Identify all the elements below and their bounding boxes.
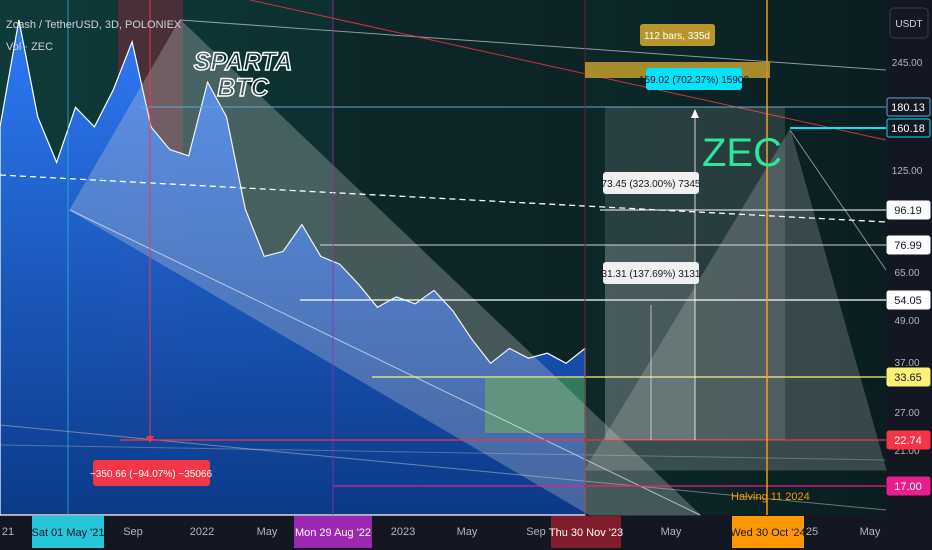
symbol-title: Zcash / TetherUSD, 3D, POLONIEX	[6, 19, 182, 31]
time-badge-text: Sat 01 May '21	[31, 527, 104, 539]
range-low-label: 31.31 (137.69%) 3131	[602, 262, 701, 284]
price-badge-text: 17.00	[894, 481, 922, 493]
dashed-trendline	[0, 174, 887, 223]
channel-lower-line	[69, 209, 701, 516]
range-arrowhead-top	[691, 109, 699, 118]
bars-label-text: 112 bars, 335d	[644, 31, 710, 42]
price-badge: 160.18	[886, 118, 931, 138]
time-badge-text: Thu 30 Nov '23	[549, 527, 623, 539]
range-top-text: 159.02 (702.37%) 15902	[639, 75, 750, 86]
price-badge-text: 160.18	[891, 123, 925, 135]
price-tick: 125.00	[892, 166, 923, 177]
drawdown-text: −350.66 (−94.07%) −35066	[90, 469, 212, 480]
price-tick: 27.00	[894, 408, 919, 419]
drawdown-arrowhead	[146, 436, 154, 443]
range-top-label: 159.02 (702.37%) 15902	[639, 68, 750, 90]
time-label: 21	[2, 526, 14, 538]
watermark-line2: BTC	[217, 74, 269, 102]
volume-title: Vol · ZEC	[6, 41, 53, 53]
price-area	[0, 19, 586, 516]
price-badge: 76.99	[886, 235, 931, 255]
currency-button-label[interactable]: USDT	[895, 19, 922, 30]
price-badge-text: 54.05	[894, 295, 922, 307]
price-badge: 22.74	[886, 430, 931, 450]
price-badge: 180.13	[886, 97, 931, 117]
support-trendline-2	[0, 444, 887, 461]
resistance-trendline	[179, 19, 887, 71]
time-label: May	[661, 526, 682, 538]
price-tick: 37.00	[894, 358, 919, 369]
price-badge-text: 33.65	[894, 372, 922, 384]
price-badge: 33.65	[886, 367, 931, 387]
price-axis-panel	[886, 0, 932, 550]
currency-button[interactable]: USDT	[889, 7, 929, 39]
time-badge: Mon 29 Aug '22	[294, 516, 372, 548]
accumulation-box	[485, 378, 585, 433]
time-badge: Sat 01 May '21	[31, 516, 105, 548]
price-badge-text: 180.13	[891, 102, 925, 114]
support-trendline	[0, 424, 887, 511]
time-label: 2023	[391, 526, 415, 538]
time-axis-labels: 21 Sep 2022 May 2023 May Sep May 25 May	[2, 526, 881, 538]
time-badge: Wed 30 Oct '24	[730, 516, 806, 548]
price-tick: 49.00	[894, 316, 919, 327]
time-badge: Thu 30 Nov '23	[549, 516, 623, 548]
price-badge-text: 96.19	[894, 205, 922, 217]
bars-label: 112 bars, 335d	[640, 24, 715, 46]
range-mid-text: 73.45 (323.00%) 7345	[602, 179, 701, 190]
time-label: Sep	[123, 526, 143, 538]
time-axis-badges: Sat 01 May '21 Mon 29 Aug '22 Thu 30 Nov '…	[31, 516, 806, 548]
price-tick: 245.00	[892, 58, 923, 69]
projection-line	[789, 129, 887, 271]
time-label: 2022	[190, 526, 214, 538]
price-badge: 96.19	[886, 200, 931, 220]
drawdown-label: −350.66 (−94.07%) −35066	[90, 460, 212, 486]
price-badge: 54.05	[886, 290, 931, 310]
range-low-text: 31.31 (137.69%) 3131	[602, 269, 701, 280]
time-label: May	[860, 526, 881, 538]
time-label: Sep	[526, 526, 546, 538]
range-mid-label: 73.45 (323.00%) 7345	[602, 172, 701, 194]
price-badge-text: 22.74	[894, 435, 922, 447]
price-axis-badges: 180.13 160.18 96.19 76.99 54.05 33.65 22.74 17.…	[886, 97, 931, 496]
time-badge-text: Wed 30 Oct '24	[730, 527, 805, 539]
halving-label: Halving 11 2024	[731, 491, 810, 503]
time-badge-text: Mon 29 Aug '22	[295, 527, 371, 539]
time-label: May	[257, 526, 278, 538]
coin-label: ZEC	[702, 131, 782, 175]
price-tick: 21.00	[894, 446, 919, 457]
price-tick: 65.00	[894, 268, 919, 279]
price-badge: 17.00	[886, 476, 931, 496]
watermark-line1: SPARTA	[194, 48, 293, 76]
price-badge-text: 76.99	[894, 240, 922, 252]
red-trendline	[249, 0, 887, 141]
time-label: 25	[806, 526, 818, 538]
time-label: May	[457, 526, 478, 538]
